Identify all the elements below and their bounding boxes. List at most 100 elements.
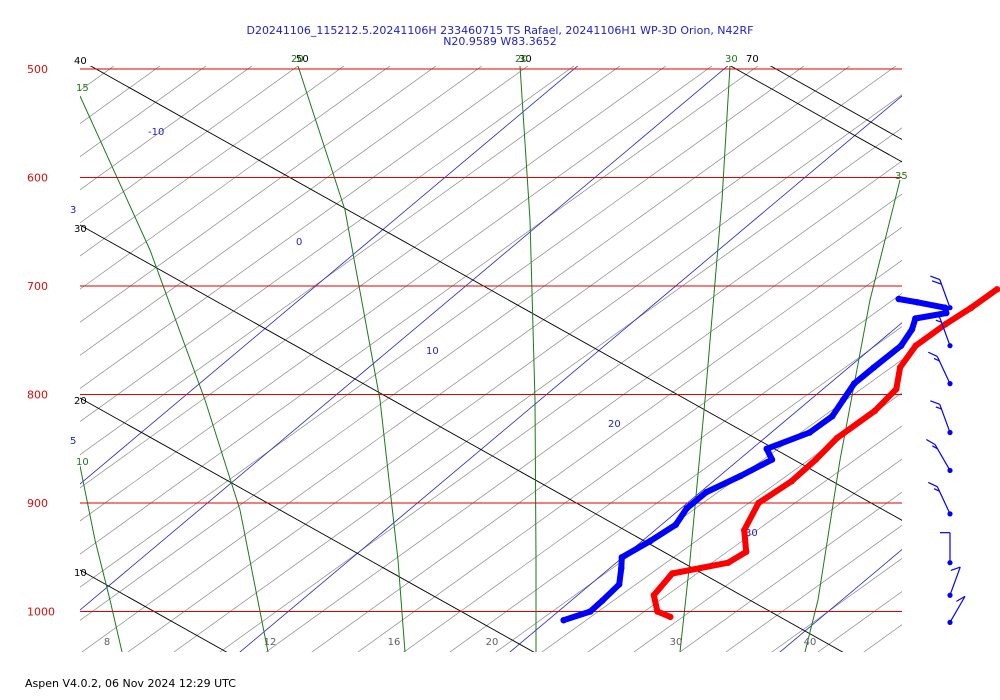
dewpoint-point: [840, 396, 847, 404]
temperature-point: [650, 592, 657, 599]
dewpoint-point: [616, 581, 623, 588]
wind-barb-feather: [928, 351, 938, 358]
dewpoint-point: [851, 380, 858, 387]
mixing-ratio-label: 0: [296, 237, 302, 248]
wind-barb-station: [947, 560, 953, 566]
temperature-point: [669, 570, 676, 577]
temperature-point: [912, 342, 919, 349]
temperature-point: [871, 407, 879, 414]
temperature-tick-label: 16: [388, 637, 401, 648]
dewpoint-point: [763, 445, 770, 452]
mixing-ratio-label: 30: [745, 528, 758, 539]
moist-adiabat-label: 30: [725, 54, 738, 65]
temperature-profile: [650, 286, 1000, 621]
pressure-tick-label: 700: [27, 280, 48, 293]
wind-barb-half-feather: [935, 406, 942, 410]
dewpoint-point: [618, 564, 625, 572]
isotherm-line: [80, 66, 713, 522]
wind-barb-half-feather: [935, 319, 942, 323]
mixing-ratio-label: 20: [608, 419, 621, 430]
temperature-point: [654, 608, 661, 615]
dewpoint-point: [912, 315, 919, 322]
dewpoint-point: [737, 472, 744, 480]
wind-barbs: [926, 275, 966, 625]
isotherm-line: [771, 557, 902, 652]
dewpoint-point: [895, 295, 902, 303]
dry-adiabat-line: [80, 397, 535, 652]
isotherm-line: [80, 66, 805, 588]
dewpoint-point: [647, 537, 654, 545]
mixing-ratio-label: -10: [148, 127, 164, 138]
moist-adiabat-line: [80, 95, 269, 652]
temperature-line: [650, 286, 1000, 620]
dry-adiabat-line: [729, 66, 902, 163]
temperature-point: [968, 304, 975, 311]
moist-adiabat-label: 10: [76, 457, 89, 468]
temperature-point: [812, 456, 819, 463]
wind-barb: [926, 438, 953, 474]
mixing-ratio-grid: [80, 66, 902, 652]
isotherm-line: [725, 524, 902, 652]
isotherm-grid: [80, 26, 1000, 692]
moist-adiabat-line: [80, 465, 123, 652]
isotherm-line: [357, 259, 902, 652]
temperature-axis-labels: 8 12 16 20 30 40: [104, 637, 817, 648]
isotherm-line: [80, 66, 483, 356]
temperature-point: [788, 478, 795, 485]
dewpoint-point: [703, 488, 710, 496]
moist-adiabat-line: [297, 66, 406, 652]
temperature-point: [896, 364, 904, 371]
mixing-ratio-line: [239, 95, 902, 652]
moist-adiabat-line: [679, 66, 731, 652]
wind-barb-half-feather: [933, 488, 940, 492]
temperature-point: [993, 286, 1000, 293]
wind-barb-shaft: [949, 566, 961, 596]
isotherm-line: [679, 491, 902, 652]
wind-barb: [930, 400, 953, 436]
isotherm-line: [541, 392, 902, 652]
temperature-point: [667, 613, 674, 621]
moist-adiabat-line: [519, 66, 537, 652]
wind-barb-feather: [928, 481, 938, 488]
temperature-tick-label: 20: [486, 637, 499, 648]
wind-barb-feather: [930, 275, 940, 281]
temperature-tick-label: 30: [670, 637, 683, 648]
isotherm-line: [80, 66, 667, 489]
wind-barb: [947, 595, 966, 625]
isotherm-line: [633, 458, 902, 652]
temperature-tick-label: 12: [264, 637, 277, 648]
isotherm-line: [219, 160, 902, 652]
temperature-point: [743, 548, 750, 555]
wind-barb-feather: [956, 595, 966, 602]
dewpoint-point: [806, 429, 813, 436]
wind-barb: [947, 566, 961, 598]
dewpoint-point: [897, 342, 905, 349]
dewpoint-point: [683, 505, 690, 512]
isotherm-line: [900, 26, 1000, 692]
isotherm-line: [80, 66, 621, 456]
wind-barb-feather: [950, 566, 961, 572]
temperature-point: [755, 499, 762, 507]
temperature-point: [893, 385, 900, 393]
isotherm-line: [80, 66, 529, 389]
isotherm-line: [80, 66, 299, 224]
isotherm-line: [265, 193, 902, 652]
wind-barb-feather: [930, 400, 940, 405]
dry-adiabat-label: 50: [296, 54, 309, 65]
moist-adiabat-line: [804, 179, 901, 652]
isotherm-line: [173, 127, 902, 652]
dewpoint-point: [914, 299, 921, 306]
wind-barb: [930, 275, 953, 311]
isotherm-line: [80, 66, 253, 191]
mixing-ratio-line: [80, 66, 729, 611]
dry-adiabat-label: 70: [746, 54, 759, 65]
isotherm-line: [854, 26, 1000, 692]
chart-title-line1: D20241106_115212.5.20241106H 233460715 T…: [246, 24, 753, 37]
dry-adiabat-line: [80, 224, 844, 652]
dry-adiabat-label: 10: [74, 568, 87, 579]
pressure-tick-label: 500: [27, 63, 48, 76]
wind-barb: [930, 313, 953, 349]
temperature-tick-label: 8: [104, 637, 110, 648]
isotherm-line: [403, 293, 902, 652]
